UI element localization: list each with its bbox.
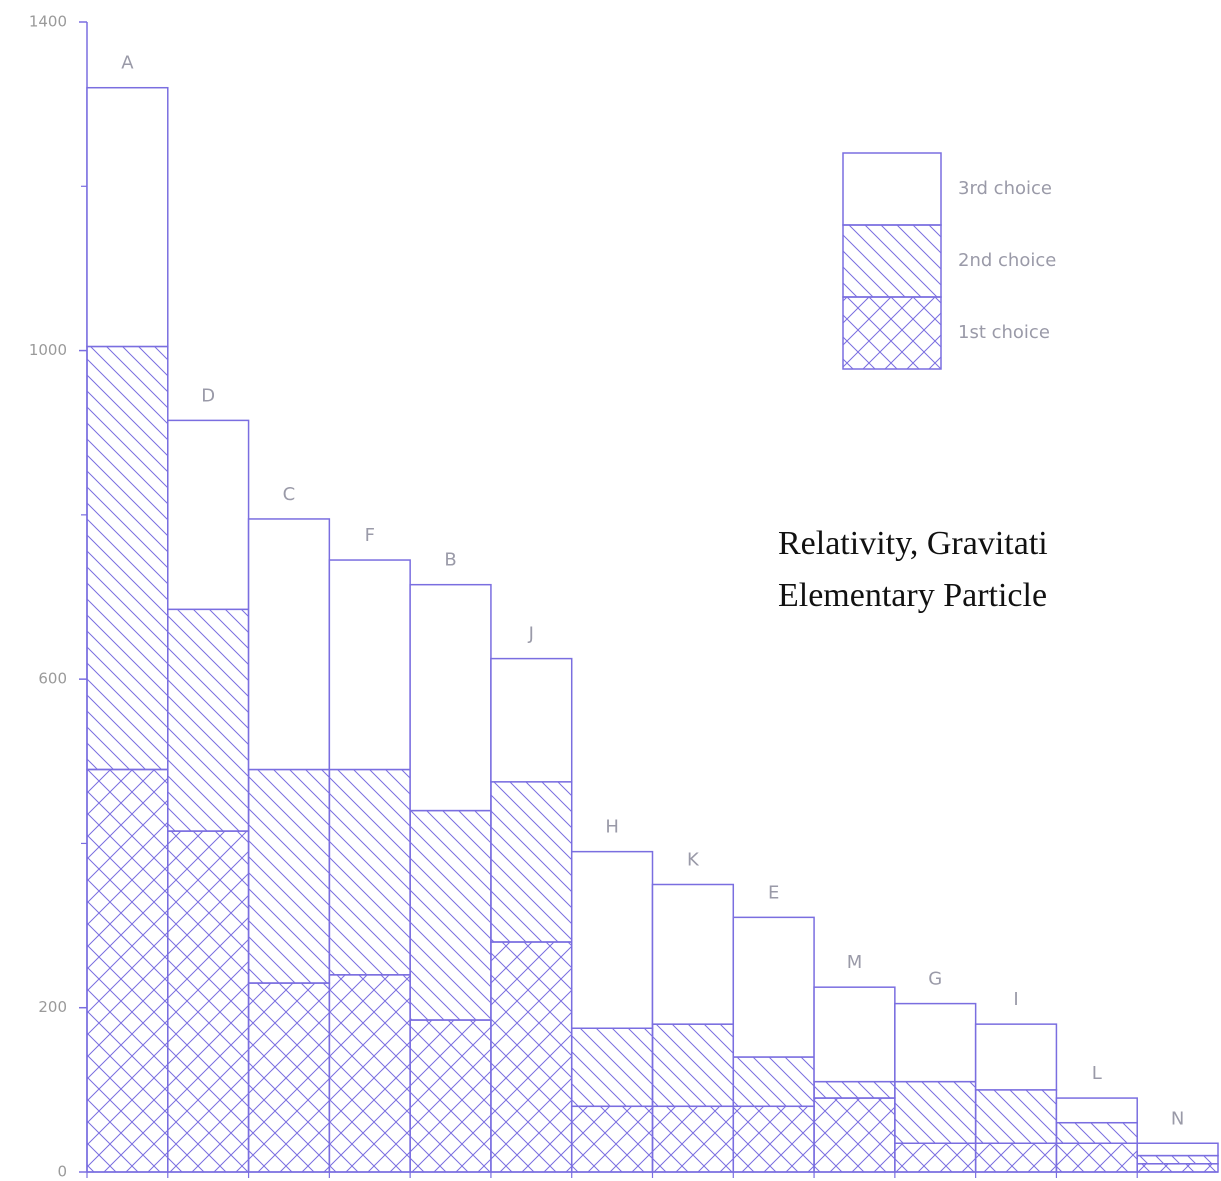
bar-segment <box>570 1105 654 1173</box>
category-label: F <box>365 525 375 546</box>
bar-segment <box>1055 1097 1138 1124</box>
bar-segment <box>328 559 411 771</box>
bar-segment <box>86 345 169 771</box>
bar-segment <box>1136 1154 1219 1165</box>
bar-segment <box>490 781 573 943</box>
bar-segment <box>247 982 331 1173</box>
bar-segment <box>167 608 250 832</box>
category-label: N <box>1171 1108 1184 1129</box>
bar-segment <box>490 657 573 783</box>
bar-segment <box>894 1002 977 1083</box>
bar-segment <box>328 768 411 976</box>
y-tick-label: 600 <box>38 670 67 688</box>
annotation: Relativity, Gravitati <box>778 525 1048 562</box>
bar-segment <box>974 1089 1058 1145</box>
category-label: J <box>528 624 534 645</box>
category-label: C <box>283 484 296 505</box>
annotation: Elementary Particle <box>778 577 1047 614</box>
bar-segment <box>409 583 492 812</box>
bar-segment <box>409 809 492 1021</box>
y-tick-label: 200 <box>38 998 67 1016</box>
bar-segment <box>247 518 331 771</box>
y-tick-label: 1400 <box>29 13 67 31</box>
bar-segment <box>894 1142 977 1173</box>
bar-segment <box>813 1097 896 1173</box>
bar-segment <box>328 974 411 1173</box>
category-label: K <box>687 850 700 871</box>
category-label: L <box>1092 1063 1102 1084</box>
y-tick-label: 0 <box>57 1163 67 1181</box>
bar-segment <box>651 1105 735 1173</box>
bar-segment <box>167 419 250 611</box>
bar-segment <box>813 1080 896 1099</box>
category-label: B <box>444 550 456 571</box>
category-label: H <box>605 817 619 838</box>
legend-swatch <box>842 224 942 298</box>
legend-label: 2nd choice <box>958 250 1056 271</box>
category-label: A <box>121 53 134 74</box>
bar-segment <box>1055 1121 1138 1144</box>
category-label: G <box>928 969 942 990</box>
legend-label: 3rd choice <box>958 178 1052 199</box>
legend-label: 1st choice <box>958 322 1050 343</box>
category-label: M <box>847 952 863 973</box>
bar-segment <box>167 830 250 1173</box>
legend-swatch <box>842 296 942 370</box>
y-tick-label: 1000 <box>29 341 67 359</box>
bar-segment <box>813 986 896 1083</box>
bar-segment <box>409 1019 492 1173</box>
category-label: E <box>768 882 779 903</box>
bar-segment <box>86 768 169 1173</box>
bar-segment <box>86 86 169 348</box>
bar-segment <box>247 768 331 984</box>
bar-segment <box>732 1105 815 1173</box>
bar-segment <box>974 1023 1058 1091</box>
bar-segment <box>570 1027 654 1108</box>
bar-segment <box>651 883 735 1025</box>
bar-segment <box>1136 1163 1219 1173</box>
bar-segment <box>1136 1142 1219 1157</box>
bar-segment <box>651 1023 735 1108</box>
category-label: I <box>1013 989 1018 1010</box>
category-label: D <box>201 385 215 406</box>
bar-segment <box>894 1080 977 1144</box>
legend-swatch <box>842 152 942 226</box>
bar-segment <box>490 941 573 1173</box>
bar-segment <box>1055 1142 1138 1173</box>
bar-segment <box>974 1142 1058 1173</box>
bar-segment <box>570 850 654 1030</box>
bar-segment <box>732 916 815 1058</box>
bar-segment <box>732 1056 815 1108</box>
